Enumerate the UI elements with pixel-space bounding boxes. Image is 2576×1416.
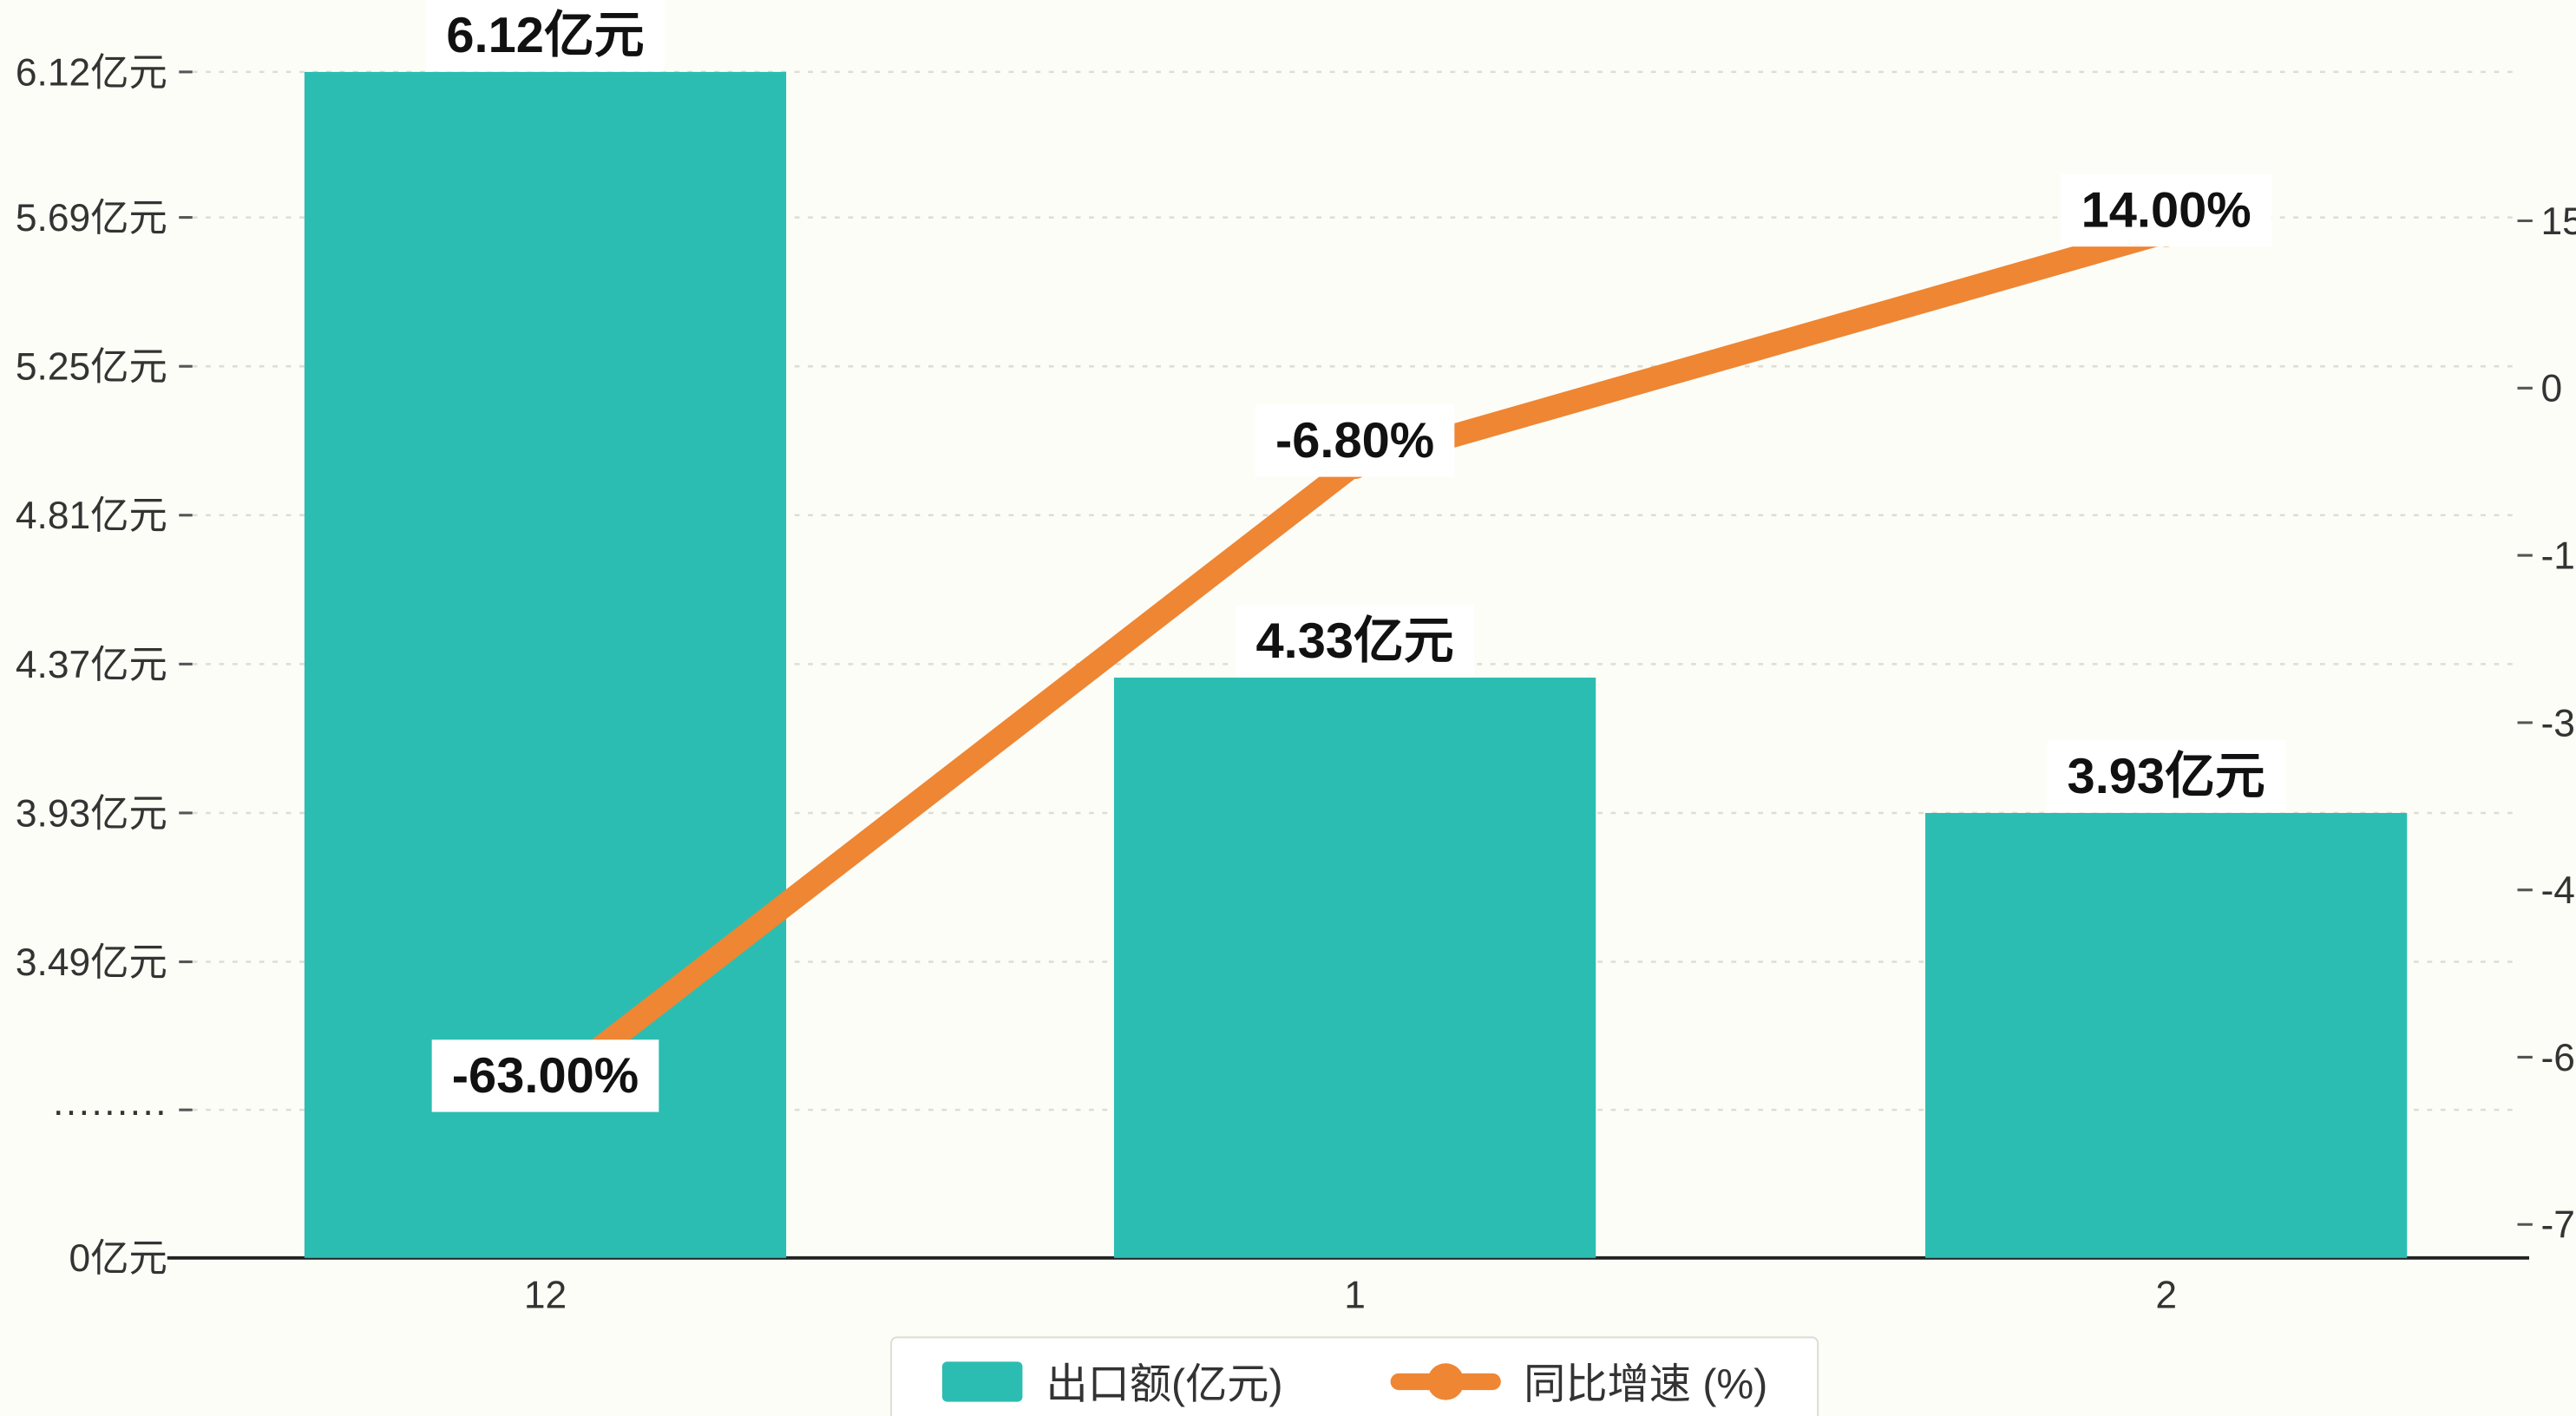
x-axis-category-label: 2 <box>2155 1275 2177 1317</box>
legend-item-export-amount[interactable]: 出口额(亿元) <box>941 1352 1283 1412</box>
x-axis-category-label: 1 <box>1344 1275 1366 1317</box>
left-axis-tick-label: 4.37亿元 <box>16 644 167 686</box>
left-axis-tick-label: 6.12亿元 <box>16 51 167 94</box>
left-axis-tick-label: 5.69亿元 <box>16 197 167 239</box>
bar-value-label-bg <box>2047 740 2285 813</box>
bar-1[interactable] <box>1113 677 1596 1258</box>
legend-label-yoy-growth: 同比增速 (%) <box>1524 1361 1768 1409</box>
right-axis-tick-label: -45 <box>2541 869 2576 912</box>
line-value-label: -63.00% <box>452 1048 639 1104</box>
bar-2[interactable] <box>1925 812 2408 1258</box>
right-axis-tick-label: -75 <box>2541 1204 2576 1247</box>
right-axis-tick-label: -60 <box>2541 1037 2576 1079</box>
line-value-label-bg <box>431 1039 659 1112</box>
bar-value-label-bg <box>1236 605 1474 678</box>
left-axis-tick-label: 0亿元 <box>69 1237 167 1280</box>
line-value-label: -6.80% <box>1275 413 1434 469</box>
left-axis-tick-label: 4.81亿元 <box>16 495 167 537</box>
bar-legend-swatch <box>941 1361 1023 1402</box>
line-value-label: 14.00% <box>2081 183 2252 239</box>
left-axis-tick-label: 3.49亿元 <box>16 941 167 984</box>
right-axis-tick-label: 0 <box>2541 368 2563 410</box>
right-axis-tick-label: -15 <box>2541 534 2576 577</box>
line-value-label-bg <box>2061 174 2271 247</box>
bar-value-label-bg <box>426 0 665 72</box>
legend-label-export-amount: 出口额(亿元) <box>1045 1361 1283 1409</box>
right-axis-tick-label: 15 <box>2541 200 2576 243</box>
x-axis-category-label: 12 <box>524 1275 567 1317</box>
line-legend-swatch <box>1389 1363 1501 1400</box>
left-axis-tick-label: 3.93亿元 <box>16 792 167 835</box>
left-axis-tick-label: 5.25亿元 <box>16 346 167 389</box>
bar-value-label: 3.93亿元 <box>2068 749 2265 804</box>
line-legend-dot-icon <box>1426 1363 1464 1400</box>
legend-item-yoy-growth[interactable]: 同比增速 (%) <box>1389 1352 1768 1412</box>
bar-value-label: 4.33亿元 <box>1256 613 1454 669</box>
line-value-label-bg <box>1255 404 1455 477</box>
bar-value-label: 6.12亿元 <box>446 8 644 63</box>
left-axis-tick-label: ········· <box>52 1090 167 1132</box>
legend: 出口额(亿元) 同比增速 (%) <box>890 1336 1820 1416</box>
right-axis-tick-label: -30 <box>2541 702 2576 744</box>
